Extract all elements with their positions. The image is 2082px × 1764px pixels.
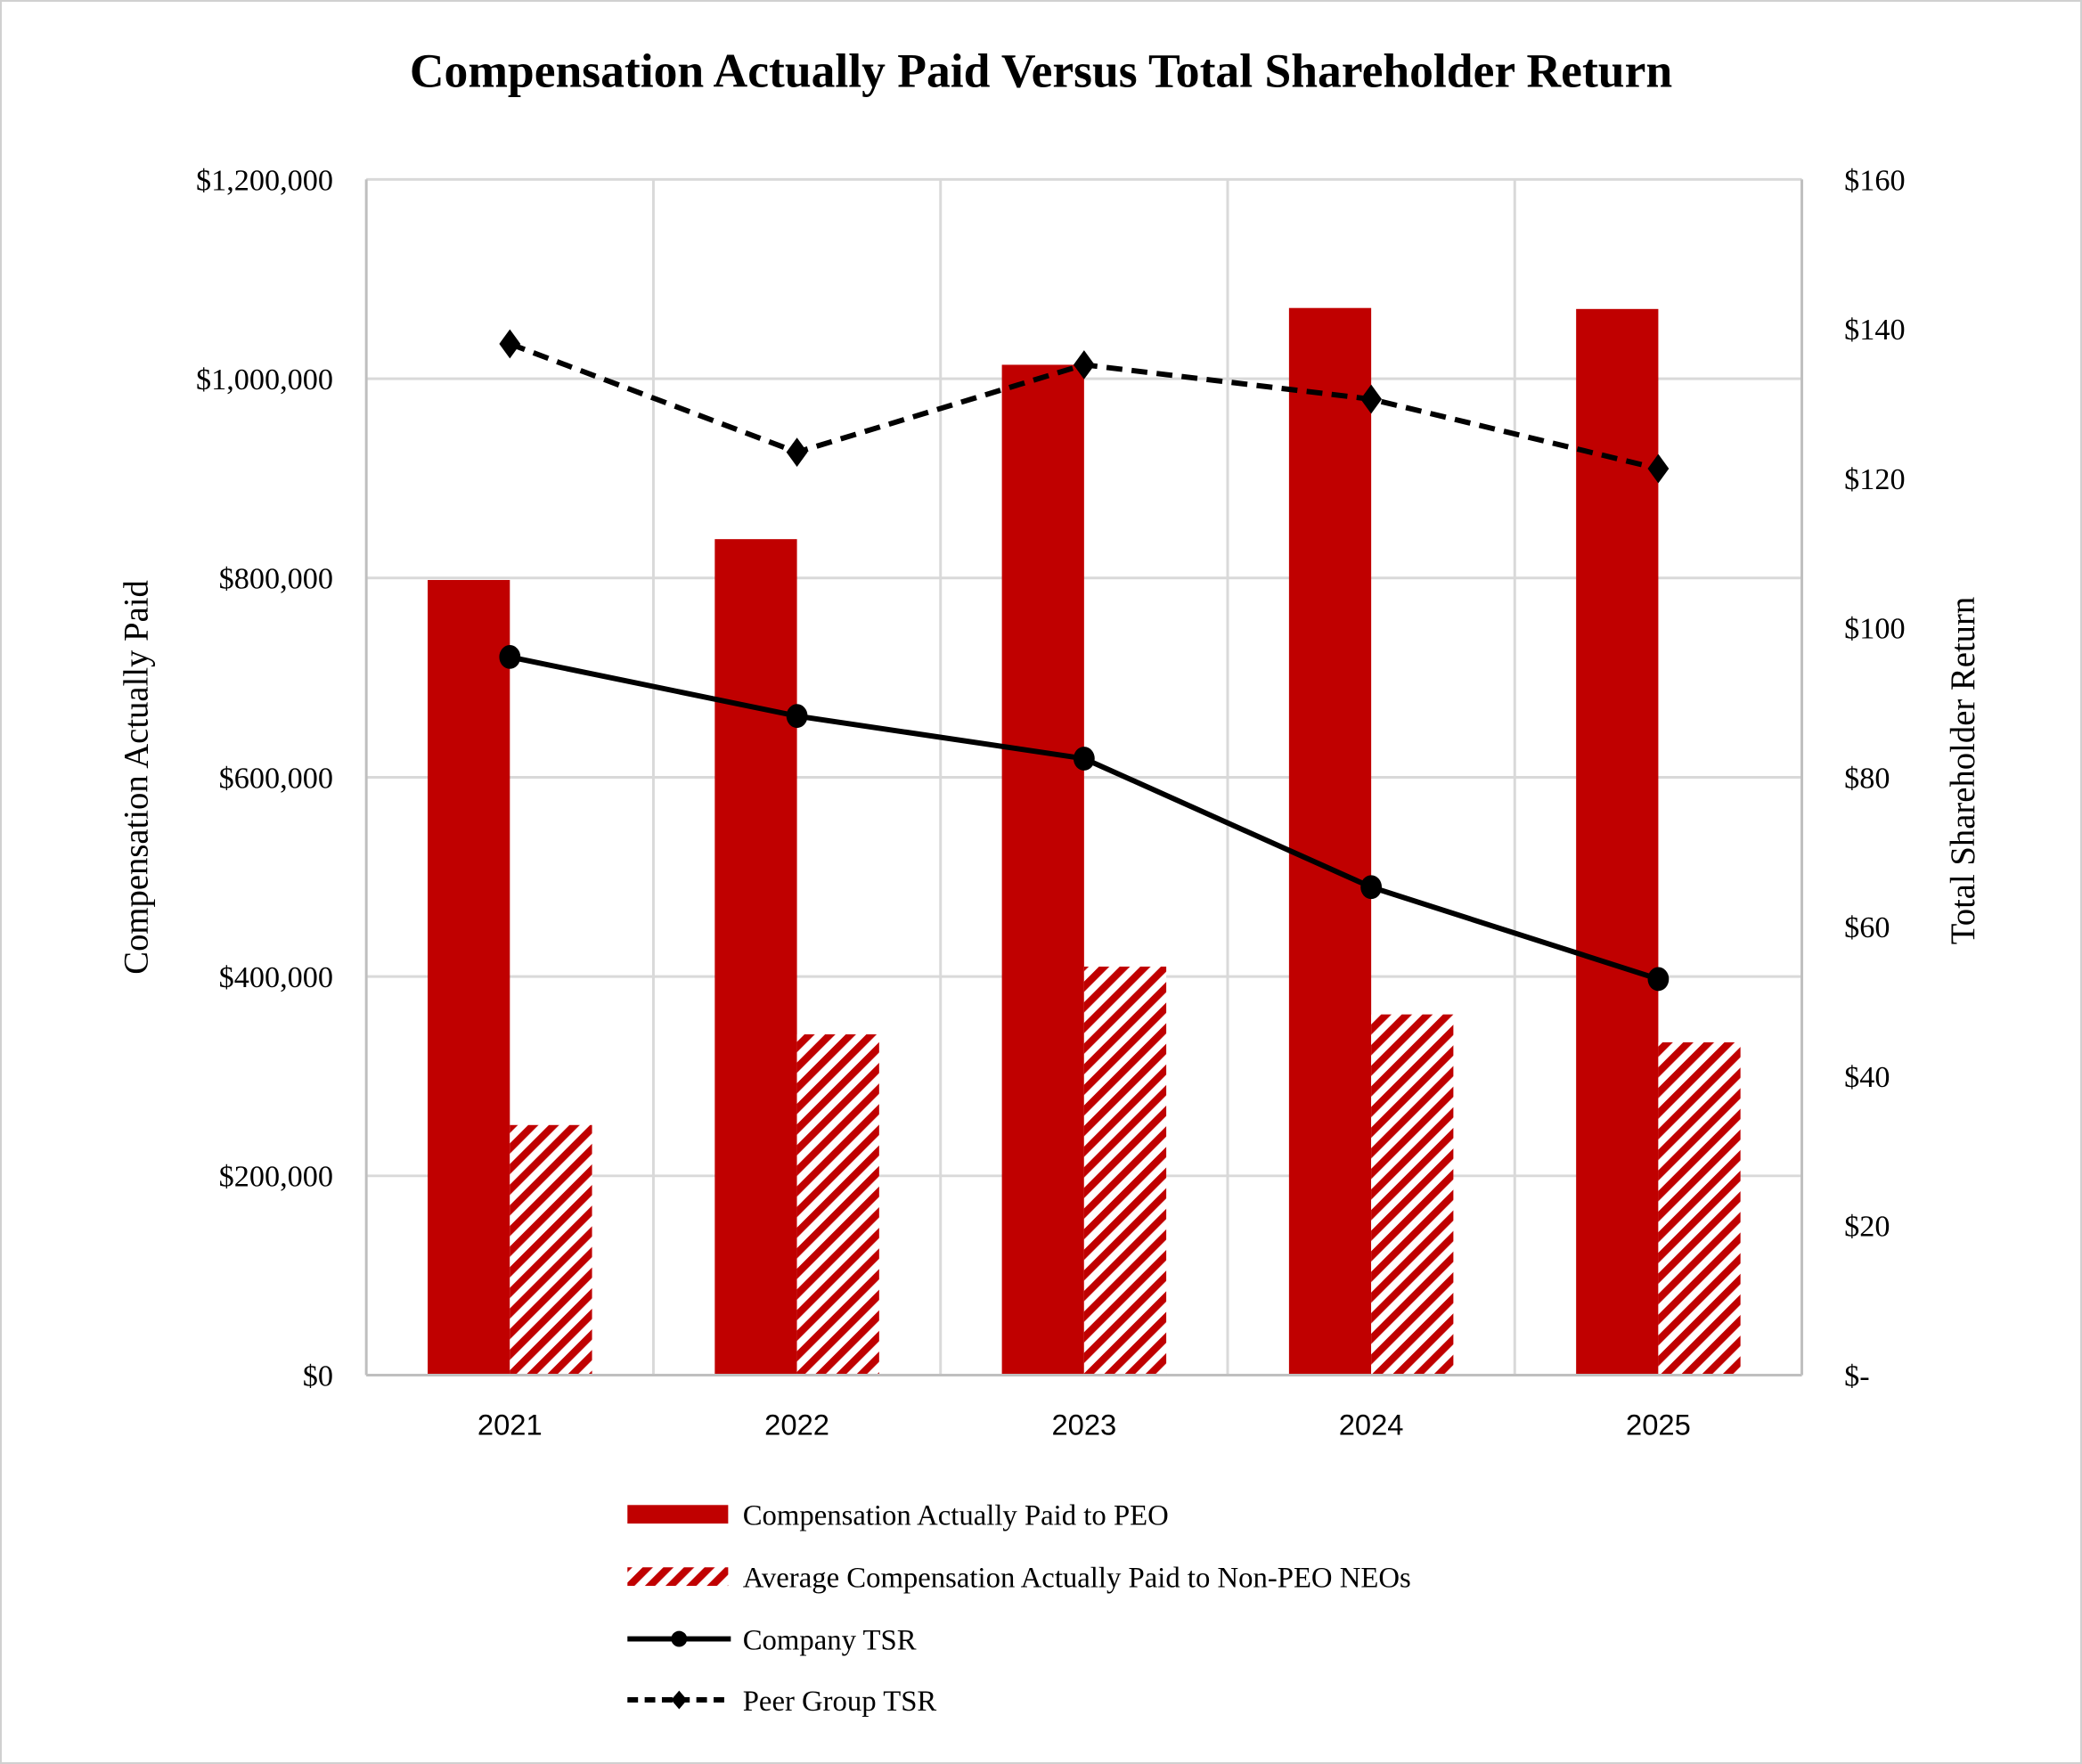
bar-neo-2022 [796,1034,879,1376]
lines [499,329,1670,992]
y-axis-label: Compensation Actually Paid [118,580,156,975]
legend-label: Compensation Actually Paid to PEO [743,1500,1169,1532]
company-tsr-point-2024 [1360,875,1383,900]
peer-tsr-point-2023 [1073,350,1095,380]
x-tick-label: 2024 [1339,1408,1404,1441]
y2-tick-label: $- [1844,1360,1870,1392]
y2-tick-label: $40 [1844,1061,1890,1094]
peer-tsr-point-2022 [786,437,808,467]
legend-marker-diamond [671,1690,688,1710]
axes: $0 $200,000 $400,000 $600,000 $800,000 $1,000… [196,164,1906,1441]
x-tick-label: 2023 [1051,1408,1116,1441]
peer-tsr-point-2025 [1647,453,1670,484]
y2-tick-label: $120 [1844,463,1905,496]
bar-neo-2021 [510,1124,592,1376]
x-tick-label: 2021 [478,1408,543,1441]
legend: Compensation Actually Paid to PEO Average… [627,1500,1411,1718]
company-tsr-point-2023 [1073,747,1095,771]
legend-swatch-neo [627,1567,729,1587]
bar-neo-2023 [1083,966,1167,1376]
x-tick-label: 2025 [1626,1408,1691,1441]
peer-tsr-point-2024 [1360,384,1383,414]
legend-label: Peer Group TSR [743,1686,937,1718]
bar-peo-2023 [1001,364,1084,1376]
legend-label: Average Compensation Actually Paid to No… [743,1563,1411,1595]
y2-tick-label: $80 [1844,762,1890,795]
y2-tick-label: $20 [1844,1211,1890,1244]
company-tsr-point-2025 [1647,967,1670,992]
y-tick-label: $600,000 [219,762,333,795]
legend-swatch-peo [627,1505,729,1524]
bars [428,307,1741,1376]
y2-tick-label: $160 [1844,164,1905,197]
company-tsr-point-2022 [786,704,808,729]
y-tick-label: $400,000 [219,961,333,994]
y-tick-label: $800,000 [219,563,333,596]
y-tick-label: $200,000 [219,1161,333,1194]
y2-tick-label: $60 [1844,911,1890,944]
y-tick-label: $0 [303,1360,333,1392]
company-tsr-point-2021 [499,645,521,669]
y-tick-label: $1,000,000 [196,363,333,396]
bar-neo-2025 [1658,1041,1741,1376]
bar-peo-2022 [714,539,797,1376]
x-tick-label: 2022 [764,1408,829,1441]
bar-peo-2025 [1576,308,1659,1376]
bar-neo-2024 [1371,1014,1454,1376]
bar-peo-2021 [428,580,510,1376]
y2-axis-label: Total Shareholder Return [1945,597,1982,944]
legend-label: Company TSR [743,1624,917,1656]
bar-peo-2024 [1288,307,1372,1376]
y2-tick-label: $140 [1844,314,1905,347]
y-tick-label: $1,200,000 [196,164,333,197]
y2-tick-label: $100 [1844,613,1905,646]
chart-title: Compensation Actually Paid Versus Total … [410,44,1672,97]
legend-marker-circle [671,1630,688,1647]
peer-tsr-point-2021 [499,329,521,359]
